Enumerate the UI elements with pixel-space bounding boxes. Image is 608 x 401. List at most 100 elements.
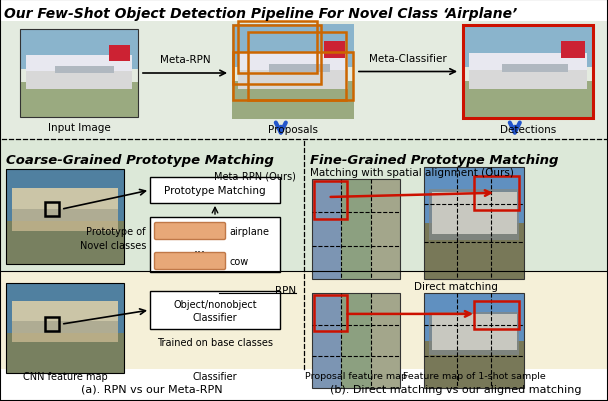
Text: Object/nonobject: Object/nonobject [173, 299, 257, 309]
Text: Our Few-Shot Object Detection Pipeline For Novel Class ‘Airplane’: Our Few-Shot Object Detection Pipeline F… [4, 7, 517, 21]
Text: Fine-Grained Prototype Matching: Fine-Grained Prototype Matching [310, 154, 559, 166]
Bar [429, 190, 519, 240]
Text: Proposal feature map: Proposal feature map [305, 371, 407, 380]
Bar [371, 325, 400, 356]
Text: airplane: airplane [229, 227, 269, 237]
Bar [424, 293, 524, 388]
Text: RPN: RPN [275, 285, 296, 295]
Bar [469, 53, 587, 89]
Bar [312, 180, 400, 279]
Bar [462, 25, 594, 68]
Bar [45, 203, 59, 217]
Bar [371, 213, 400, 246]
Text: CNN feature map: CNN feature map [22, 371, 108, 381]
Bar [6, 333, 124, 373]
Bar [0, 0, 608, 22]
Text: Prototype of: Prototype of [86, 227, 146, 237]
Bar [341, 356, 371, 388]
Bar [238, 22, 317, 74]
Bar [238, 53, 348, 71]
Bar [12, 188, 118, 231]
Bar [314, 182, 347, 219]
Text: Classifier: Classifier [193, 312, 237, 322]
Text: Meta-Classifier: Meta-Classifier [369, 53, 447, 63]
Bar [312, 293, 400, 388]
Bar [312, 325, 341, 356]
Bar [6, 283, 124, 373]
Bar [232, 25, 354, 68]
Bar [233, 53, 353, 100]
Bar [55, 67, 114, 74]
Bar [26, 56, 132, 72]
Bar [323, 42, 345, 59]
Bar [341, 213, 371, 246]
Bar [312, 213, 341, 246]
Text: (b). Direct matching vs our aligned matching: (b). Direct matching vs our aligned matc… [330, 384, 582, 394]
Bar [312, 356, 341, 388]
Bar [341, 180, 371, 213]
Bar [6, 283, 124, 373]
Bar [432, 314, 517, 350]
Bar [424, 168, 524, 279]
Bar [314, 295, 347, 331]
Bar [232, 82, 354, 120]
Bar [424, 293, 524, 388]
Bar [371, 246, 400, 279]
Bar [371, 356, 400, 388]
Bar [12, 301, 118, 321]
Bar [20, 83, 138, 118]
Text: ...: ... [194, 242, 206, 255]
Text: (a). RPN vs our Meta-RPN: (a). RPN vs our Meta-RPN [81, 384, 223, 394]
Text: Direct matching: Direct matching [414, 281, 498, 291]
Bar [371, 180, 400, 213]
Bar [429, 312, 519, 355]
Text: Novel classes: Novel classes [80, 241, 146, 250]
Text: Detections: Detections [500, 125, 556, 135]
Bar [463, 26, 593, 119]
Text: Meta-RPN (Ours): Meta-RPN (Ours) [214, 172, 296, 182]
Bar [150, 291, 280, 329]
Bar [45, 318, 59, 331]
Bar [312, 180, 400, 279]
Bar [424, 168, 524, 279]
Text: Trained on base classes: Trained on base classes [157, 337, 273, 347]
FancyBboxPatch shape [154, 253, 226, 270]
Text: Proposals: Proposals [268, 125, 318, 135]
Bar [26, 56, 132, 89]
Bar [474, 176, 519, 210]
Bar [561, 42, 585, 59]
Bar [0, 22, 608, 140]
Bar [341, 293, 371, 325]
Text: Coarse-Grained Prototype Matching: Coarse-Grained Prototype Matching [6, 154, 274, 166]
Bar [304, 271, 608, 369]
Bar [474, 301, 519, 329]
Text: Feature map of 1-shot sample: Feature map of 1-shot sample [402, 371, 545, 380]
Bar [469, 53, 587, 71]
Text: cow: cow [229, 256, 248, 266]
Bar [502, 65, 568, 72]
Bar [233, 26, 321, 85]
Bar [6, 170, 124, 264]
Bar [424, 341, 524, 388]
Bar [312, 293, 341, 325]
Bar [6, 222, 124, 264]
Bar [341, 325, 371, 356]
Bar [12, 188, 118, 209]
Bar [150, 217, 280, 272]
Bar [0, 271, 304, 369]
Bar [108, 46, 130, 61]
Bar [20, 30, 138, 69]
Bar [238, 53, 348, 89]
Bar [371, 293, 400, 325]
Bar [462, 82, 594, 120]
FancyBboxPatch shape [154, 223, 226, 240]
Bar [432, 192, 517, 235]
Bar [304, 140, 608, 271]
Text: Input Image: Input Image [47, 123, 111, 133]
Bar [269, 65, 330, 72]
Bar [6, 170, 124, 264]
Bar [0, 140, 304, 271]
Bar [0, 369, 608, 401]
Text: Prototype Matching: Prototype Matching [164, 186, 266, 196]
Bar [20, 30, 138, 118]
